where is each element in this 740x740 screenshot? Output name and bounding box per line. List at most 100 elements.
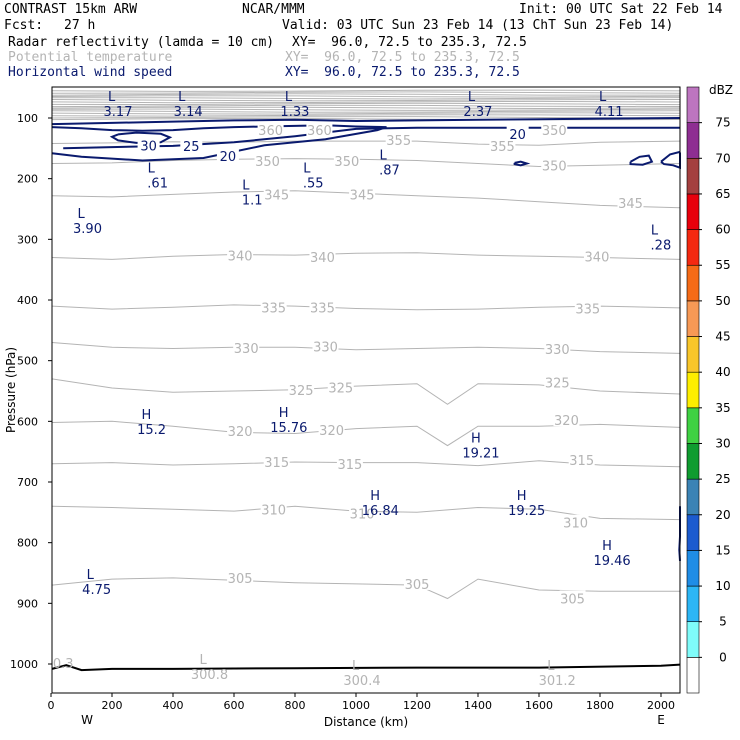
- extremum-value: 16.84: [362, 504, 399, 519]
- colorbar-level-label: 15: [715, 543, 730, 557]
- colorbar-swatch: [686, 371, 700, 409]
- theta-label-bg: [227, 423, 254, 438]
- theta-label-bg: [336, 455, 363, 470]
- theta-line-370: [51, 91, 681, 94]
- colorbar-level-label: 75: [715, 116, 730, 130]
- theta-label-bg: [489, 137, 516, 152]
- colorbar-level-label: 50: [715, 294, 730, 308]
- theta-line-385: [52, 97, 681, 100]
- theta-label-bg: [233, 339, 260, 354]
- theta-contours: [51, 140, 681, 600]
- extremum-high-marker: H: [471, 432, 481, 447]
- extremum-low-marker: L: [285, 90, 293, 105]
- extremum-low-marker: L: [242, 179, 250, 194]
- y-tick-label: 600: [17, 415, 38, 428]
- extremum-low-marker: L: [303, 162, 311, 177]
- extremum-low-marker: L: [178, 90, 186, 105]
- theta-line-405: [51, 104, 681, 108]
- extremum-value: .55: [303, 177, 324, 192]
- theta-label: 360: [307, 124, 332, 139]
- theta-label: 335: [310, 301, 335, 316]
- colorbar-level-label: 60: [715, 223, 730, 237]
- stratosphere-theta-band: [51, 89, 681, 121]
- y-tick-label: 200: [17, 173, 38, 186]
- extremum-value: 19.46: [593, 554, 630, 569]
- theta-label-bg: [568, 452, 595, 467]
- colorbar-swatch: [686, 550, 700, 587]
- axes: 0 200 400 600 800 1000 1200 1400 1600 1800 2000 100…: [4, 86, 681, 729]
- theta-label-bg: [385, 131, 412, 146]
- colorbar-level-label: 5: [719, 615, 727, 629]
- colorbar-level-label: 55: [715, 258, 730, 272]
- theta-label: 325: [545, 377, 570, 392]
- extremum-value: 3.17: [104, 105, 133, 120]
- contour-labels: 360 360 355 355 350 350 350 350 345 345 345 340 340 3…: [53, 122, 644, 672]
- theta-label-bg: [309, 248, 336, 263]
- fcst-label: Fcst:: [4, 18, 44, 33]
- colorbar-unit: dBZ: [709, 83, 733, 97]
- colorbar-swatch: [686, 585, 700, 623]
- extremum-value: 300.4: [343, 674, 380, 689]
- theta-label-bg: [312, 338, 339, 353]
- extremum-low-marker: L: [87, 568, 95, 583]
- theta-line-410: [51, 106, 681, 110]
- fcst-value: 27 h: [64, 18, 96, 33]
- wind-contour-20-6: [660, 150, 681, 170]
- colorbar-swatch: [686, 122, 700, 159]
- colorbar: 0 5 10 15 20 25 30 35 40 45 50 55 60 65 70 75 dBZ: [686, 83, 733, 694]
- theta-label-bg: [544, 374, 571, 389]
- theta-label: 325: [289, 384, 314, 399]
- colorbar-level-label: 45: [715, 330, 730, 344]
- y-tick-label: 400: [17, 294, 38, 307]
- y-tick-label: 300: [17, 233, 38, 246]
- colorbar-level-label: 30: [715, 436, 730, 450]
- x-tick-label: 1000: [342, 699, 370, 712]
- theta-label-bg: [617, 194, 644, 209]
- theta-label-bg: [263, 186, 290, 201]
- theta-label-bg: [288, 381, 315, 396]
- colorbar-swatch: [686, 264, 700, 302]
- theta-line-390: [51, 99, 681, 102]
- colorbar-level-label: 35: [715, 401, 730, 415]
- colorbar-swatch: [686, 514, 700, 551]
- theta-label-bg: [583, 248, 610, 263]
- field-wind-xy: XY= 96.0, 72.5 to 235.3, 72.5: [285, 65, 520, 80]
- theta-label-bg: [260, 299, 287, 314]
- theta-label-bg: [257, 122, 284, 137]
- theta-line-395: [51, 100, 681, 104]
- theta-label-bg: [227, 569, 254, 584]
- extremum-high-marker: H: [279, 406, 289, 421]
- extremum-value: 15.76: [270, 421, 307, 436]
- y-tick-label: 500: [17, 355, 38, 368]
- theta-label: 360: [258, 124, 283, 139]
- theta-contour-320: [51, 420, 681, 447]
- x-end-label-west: W: [81, 713, 93, 727]
- extremum-value: 1.33: [280, 105, 309, 120]
- theta-label-bg: [553, 412, 580, 427]
- extremum-high-marker: H: [602, 539, 612, 554]
- y-tick-label: 700: [17, 476, 38, 489]
- theta-label: 340: [585, 250, 610, 265]
- x-axis-title: Distance (km): [324, 715, 408, 729]
- theta-label: 330: [234, 342, 259, 357]
- extremum-value: 4.11: [595, 105, 624, 120]
- x-tick-label: 1800: [586, 699, 614, 712]
- colorbar-swatch: [686, 478, 700, 516]
- theta-label: 335: [575, 302, 600, 317]
- theta-label: 350: [255, 155, 280, 170]
- theta-label-bg: [327, 379, 354, 394]
- x-tick-label: 1400: [464, 699, 492, 712]
- valid-time: Valid: 03 UTC Sun 23 Feb 14 (13 ChT Sun …: [282, 18, 674, 33]
- theta-label: 345: [264, 188, 289, 203]
- extremum-low-marker: L: [651, 223, 659, 238]
- theta-label: 310: [261, 503, 286, 518]
- colorbar-swatch: [686, 407, 700, 444]
- extremum-value: 19.21: [462, 447, 499, 462]
- theta-label-bg: [309, 299, 336, 314]
- theta-label: 350: [542, 124, 567, 139]
- theta-label-bg: [318, 421, 345, 436]
- theta-label: 355: [490, 140, 515, 155]
- field-reflectivity-xy: XY= 96.0, 72.5 to 235.3, 72.5: [292, 35, 527, 50]
- extremum-low-marker: L: [599, 90, 607, 105]
